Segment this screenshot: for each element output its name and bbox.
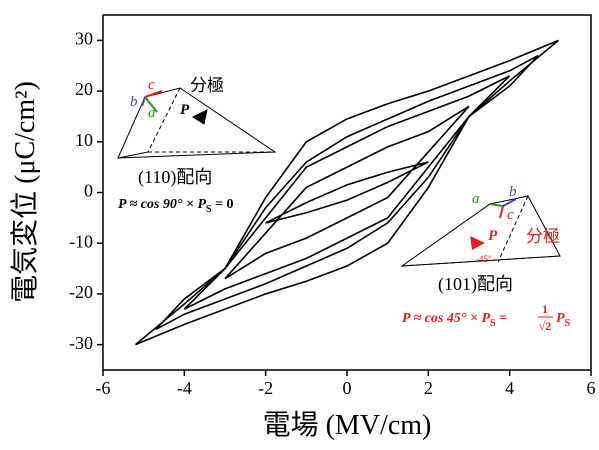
loops (135, 39, 559, 346)
annotation: (101)配向 (438, 274, 513, 295)
edge-b (141, 96, 146, 107)
edge-b (502, 198, 517, 207)
edge (401, 255, 561, 267)
edge-a (144, 96, 158, 113)
right-inset (400, 195, 561, 267)
annotation: P ≈ cos 90° × PS = 0 (118, 197, 234, 215)
edge (497, 195, 529, 263)
arrow (191, 109, 208, 125)
annotation: P (556, 311, 565, 326)
annotation: PS (556, 311, 571, 329)
edge (117, 151, 149, 159)
x-tick-label: -2 (258, 378, 273, 398)
prism (117, 87, 277, 159)
x-tick-label: 2 (424, 378, 433, 398)
x-tick-label: 0 (343, 378, 352, 398)
x-tick-label: -4 (177, 378, 192, 398)
y-tick-label: -30 (69, 333, 93, 353)
annotation: a (472, 191, 480, 207)
hysteresis-loop (183, 75, 511, 310)
annotation: S (565, 318, 571, 329)
y-tick-label: 10 (75, 130, 93, 150)
annotation: = (496, 311, 508, 326)
annotation: -45° (476, 254, 492, 264)
hysteresis-loop (155, 54, 539, 331)
left-inset (117, 87, 277, 159)
annotation: b (130, 94, 138, 110)
annotation: c (507, 207, 514, 223)
arrow (470, 236, 485, 250)
annotation: P ≈ cos 90° × P (118, 197, 206, 212)
annotation: = 0 (212, 197, 234, 212)
plot-frame (102, 14, 592, 371)
right-labels: 分極 a b c P -45° (101)配向 P ≈ cos 45° × PS… (402, 184, 571, 333)
edge-a (489, 203, 504, 207)
y-tick-label: 20 (75, 79, 93, 99)
x-tick-label: 6 (587, 378, 596, 398)
annotation: S (490, 318, 496, 329)
y-tick-label: 0 (84, 181, 93, 201)
edge (147, 87, 181, 153)
hysteresis-loop (265, 161, 429, 224)
hysteresis-loop (224, 105, 470, 280)
y-tick-label: -20 (69, 282, 93, 302)
left-labels: 分極 c b a P (110)配向 P ≈ cos 90° × PS = 0 (118, 76, 234, 215)
x-tick-label: 4 (505, 378, 514, 398)
annotation: P ≈ cos 45° × PS = (402, 311, 507, 329)
annotation: P (180, 102, 190, 118)
annotation: c (148, 77, 155, 93)
x-tick-label: -6 (96, 378, 111, 398)
annotation: a (148, 105, 156, 121)
annotation: b (509, 184, 517, 200)
annotation: 1 (542, 302, 548, 316)
annotation: (110)配向 (138, 167, 212, 188)
annotation: P ≈ cos 45° × P (402, 311, 490, 326)
annotation: P (488, 228, 498, 244)
y-axis-label: 電気変位 (μC/cm²) (9, 81, 41, 303)
annotation: √2 (539, 319, 552, 333)
annotation: 分極 (526, 227, 560, 246)
annotation: 分極 (190, 76, 224, 95)
hysteresis-loop (135, 39, 559, 346)
y-tick-label: -10 (69, 231, 93, 251)
annotation: S (206, 204, 212, 215)
x-axis-label: 電場 (MV/cm) (263, 409, 432, 441)
edge-c (499, 205, 504, 219)
edge-c (144, 90, 163, 98)
y-tick-label: 30 (75, 28, 93, 48)
